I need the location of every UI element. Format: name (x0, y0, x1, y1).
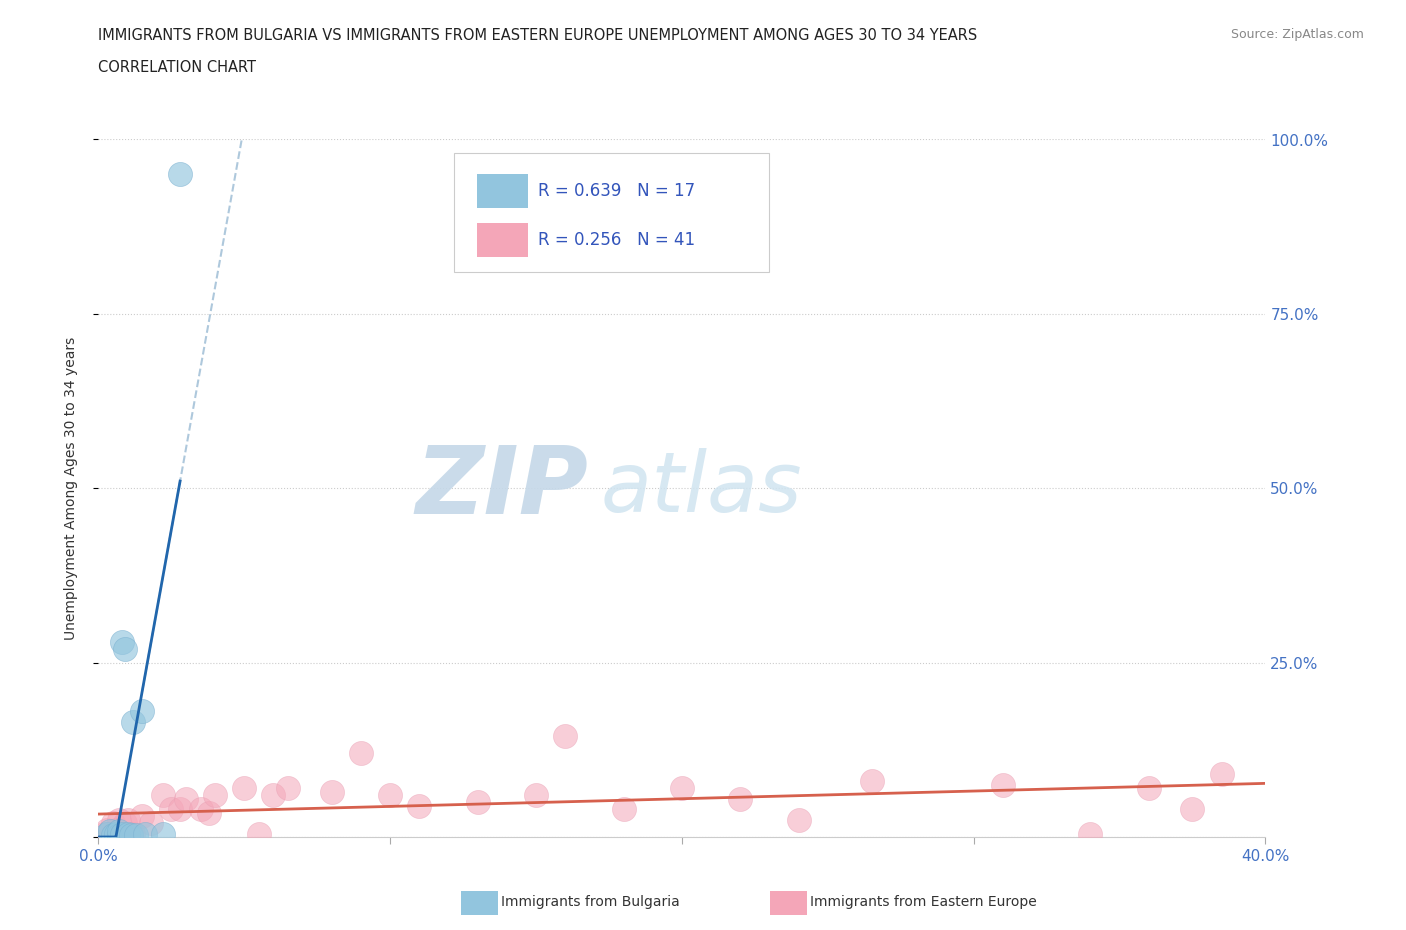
Point (1181, 802, 1204, 817)
FancyBboxPatch shape (477, 175, 527, 208)
Point (204, 788, 226, 803)
Point (787, 812, 810, 827)
Text: CORRELATION CHART: CORRELATION CHART (98, 60, 256, 75)
Point (169, 802, 191, 817)
Point (131, 809, 153, 824)
Point (108, 824, 131, 839)
Point (114, 816, 136, 830)
Text: ZIP: ZIP (416, 443, 589, 534)
Point (98, 824, 121, 839)
Point (408, 798, 430, 813)
Text: Source: ZipAtlas.com: Source: ZipAtlas.com (1230, 28, 1364, 41)
Point (125, 828, 148, 843)
Point (114, 642, 136, 657)
Point (117, 812, 139, 827)
Point (104, 826, 127, 841)
Point (554, 728, 576, 743)
Point (104, 823, 127, 838)
Point (111, 634, 134, 649)
Point (122, 826, 145, 841)
Text: Immigrants from Bulgaria: Immigrants from Bulgaria (501, 895, 679, 910)
Point (111, 826, 134, 841)
Point (671, 781, 693, 796)
Point (152, 788, 174, 803)
Point (108, 812, 131, 827)
Point (991, 777, 1014, 792)
Point (728, 791, 751, 806)
Point (233, 781, 256, 796)
Point (96, 823, 118, 838)
Point (378, 788, 402, 803)
Point (174, 791, 197, 806)
Point (111, 826, 134, 841)
Point (277, 781, 299, 796)
Point (139, 816, 162, 830)
Point (152, 826, 174, 841)
Point (524, 788, 547, 803)
Point (122, 714, 145, 729)
Point (190, 802, 212, 817)
Point (101, 828, 124, 843)
Point (131, 704, 153, 719)
FancyBboxPatch shape (454, 153, 769, 272)
Point (101, 826, 124, 841)
Point (160, 802, 183, 817)
Point (321, 784, 343, 799)
Text: R = 0.639   N = 17: R = 0.639 N = 17 (538, 182, 696, 200)
Point (1137, 781, 1160, 796)
Point (612, 802, 634, 817)
Point (1211, 766, 1233, 781)
Y-axis label: Unemployment Among Ages 30 to 34 years: Unemployment Among Ages 30 to 34 years (63, 337, 77, 640)
Point (350, 746, 373, 761)
Point (169, 167, 191, 182)
Point (860, 774, 883, 789)
Point (198, 805, 221, 820)
Text: atlas: atlas (600, 447, 801, 529)
Text: R = 0.256   N = 41: R = 0.256 N = 41 (538, 231, 696, 249)
Point (108, 828, 131, 843)
Point (98, 826, 121, 841)
Point (262, 788, 284, 803)
Point (117, 826, 139, 841)
Point (134, 826, 156, 841)
Point (96, 826, 118, 841)
Point (467, 794, 489, 809)
Text: Immigrants from Eastern Europe: Immigrants from Eastern Europe (810, 895, 1036, 910)
Point (101, 816, 124, 830)
Point (120, 828, 142, 843)
Point (247, 826, 270, 841)
FancyBboxPatch shape (477, 223, 527, 257)
Point (1080, 826, 1102, 841)
Point (93, 826, 115, 841)
Text: IMMIGRANTS FROM BULGARIA VS IMMIGRANTS FROM EASTERN EUROPE UNEMPLOYMENT AMONG AG: IMMIGRANTS FROM BULGARIA VS IMMIGRANTS F… (98, 28, 977, 43)
